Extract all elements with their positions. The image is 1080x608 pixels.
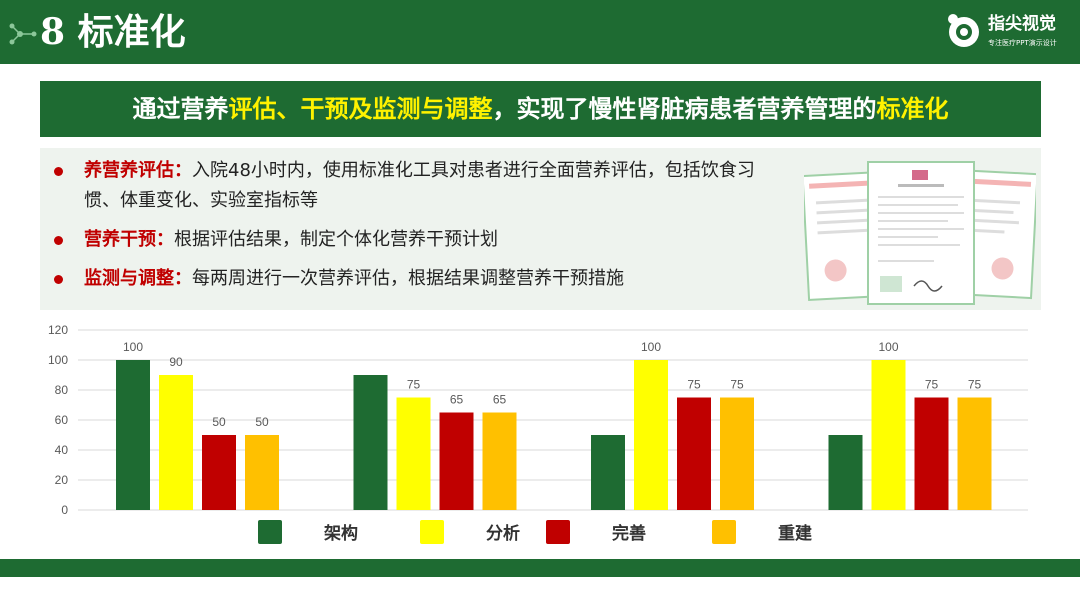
bar xyxy=(482,412,517,510)
y-tick-label: 100 xyxy=(48,353,68,367)
data-label: 50 xyxy=(212,415,226,429)
bar xyxy=(245,435,279,510)
bullet-item: 监测与调整：每两周进行一次营养评估，根据结果调整营养干预措施 xyxy=(54,264,774,294)
bar xyxy=(116,360,150,510)
bullet-text: 每两周进行一次营养评估，根据结果调整营养干预措施 xyxy=(192,268,624,289)
y-tick-label: 60 xyxy=(55,413,69,427)
summary-banner: 通过营养评估、干预及监测与调整，实现了慢性肾脏病患者营养管理的标准化 xyxy=(40,81,1041,137)
bullet-dot-icon xyxy=(54,275,63,284)
data-label: 100 xyxy=(641,340,661,354)
data-label: 75 xyxy=(968,378,982,392)
bar xyxy=(159,375,193,510)
bar xyxy=(871,360,906,510)
bar xyxy=(914,397,949,510)
bar xyxy=(720,397,754,510)
banner-part: ，实现了慢性肾脏病患者营养管理的 xyxy=(492,95,877,123)
legend-label: 重建 xyxy=(778,523,812,544)
data-label: 75 xyxy=(407,378,421,392)
data-label: 75 xyxy=(925,378,939,392)
bullet-label: 养营养评估： xyxy=(84,160,192,181)
bar xyxy=(439,412,474,510)
bullet-item: 营养干预：根据评估结果，制定个体化营养干预计划 xyxy=(54,225,774,255)
data-label: 75 xyxy=(687,378,701,392)
bullet-label: 监测与调整： xyxy=(84,268,192,289)
bar xyxy=(202,435,236,510)
brand-name: 指尖视觉 xyxy=(988,14,1056,34)
header-bar: 8 标准化 指尖视觉 专注医疗PPT演示设计 xyxy=(0,0,1080,64)
data-label: 100 xyxy=(123,340,143,354)
banner-highlight: 评估、干预及监测与调整 xyxy=(228,95,493,123)
bullet-dot-icon xyxy=(54,236,63,245)
bullet-item: 养营养评估：入院48小时内，使用标准化工具对患者进行全面营养评估，包括饮食习惯、… xyxy=(54,156,774,216)
y-tick-label: 40 xyxy=(55,443,69,457)
certificate-image xyxy=(804,161,1036,305)
bar xyxy=(634,360,668,510)
legend-label: 架构 xyxy=(324,523,358,544)
legend-swatch xyxy=(546,520,570,544)
legend-label: 完善 xyxy=(612,523,646,544)
data-label: 50 xyxy=(255,415,269,429)
bar xyxy=(677,397,711,510)
bar-chart: 0 20 40 60 80 100 120 100 90 50 50 75 65 65 100 75 75 100… xyxy=(48,323,1028,544)
legend-swatch xyxy=(258,520,282,544)
y-tick-label: 120 xyxy=(48,323,68,337)
data-label: 65 xyxy=(450,393,464,407)
bar xyxy=(353,375,388,510)
logo-icon xyxy=(948,14,979,47)
data-label: 100 xyxy=(878,340,898,354)
data-label: 75 xyxy=(730,378,744,392)
bar xyxy=(957,397,992,510)
bullet-text: 入院48小时内，使用标准化工具对患者进行全面营养评估，包括饮食习惯、体重变化、实… xyxy=(84,160,755,211)
data-label: 90 xyxy=(169,355,183,369)
bar xyxy=(591,435,625,510)
legend-swatch xyxy=(712,520,736,544)
brand-tagline: 专注医疗PPT演示设计 xyxy=(988,39,1057,47)
banner-highlight: 标准化 xyxy=(876,95,949,123)
y-tick-label: 20 xyxy=(55,473,69,487)
legend-label: 分析 xyxy=(486,523,520,544)
footer-bar xyxy=(0,559,1080,577)
dots-icon xyxy=(9,23,37,45)
bar xyxy=(828,435,863,510)
bullet-text: 根据评估结果，制定个体化营养干预计划 xyxy=(174,229,498,250)
bullet-dot-icon xyxy=(54,167,63,176)
bar xyxy=(396,397,431,510)
bullet-label: 营养干预： xyxy=(84,229,174,250)
data-label: 65 xyxy=(493,393,507,407)
page-title: 8 标准化 xyxy=(40,11,186,53)
legend-swatch xyxy=(420,520,444,544)
y-tick-label: 0 xyxy=(61,503,68,517)
banner-part: 通过营养 xyxy=(132,95,229,123)
y-tick-label: 80 xyxy=(55,383,69,397)
